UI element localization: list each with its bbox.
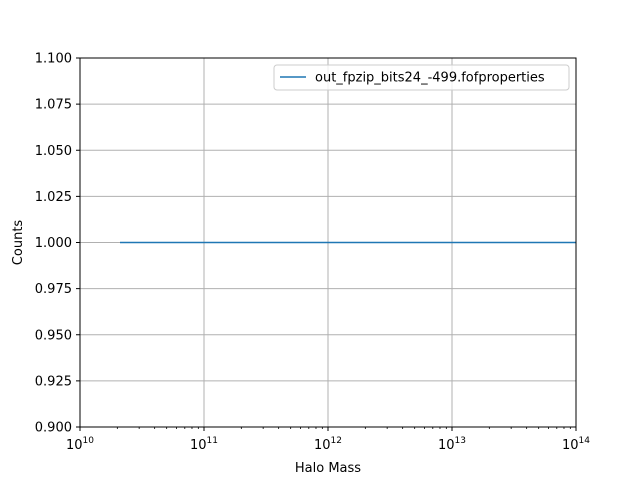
y-axis: 0.900 0.925 0.950 0.975 1.000 1.025 1.050 1.075… [35,52,80,436]
y-tick-label: 1.025 [35,190,72,205]
y-tick-label: 0.900 [35,421,72,436]
x-tick-label: 1010 [66,436,94,453]
x-tick-label: 1011 [190,436,218,453]
minor-ticks [116,427,571,429]
x-axis: 1010 1011 1012 1013 1014 [66,427,590,453]
x-tick-label: 1012 [314,436,342,453]
y-tick-label: 0.925 [35,374,72,389]
y-tick-label: 0.950 [35,328,72,343]
x-tick-label: 1013 [438,436,466,453]
y-tick-label: 1.100 [35,52,72,67]
x-tick-label: 1014 [562,436,590,453]
legend: out_fpzip_bits24_-499.fofproperties [273,64,570,91]
legend-box [273,64,570,91]
y-tick-label: 0.975 [35,282,72,297]
y-axis-title: Counts [11,220,26,266]
legend-label: out_fpzip_bits24_-499.fofproperties [315,71,545,86]
x-axis-title: Halo Mass [295,461,361,476]
y-tick-label: 1.075 [35,98,72,113]
y-tick-label: 1.000 [35,236,72,251]
y-tick-label: 1.050 [35,144,72,159]
